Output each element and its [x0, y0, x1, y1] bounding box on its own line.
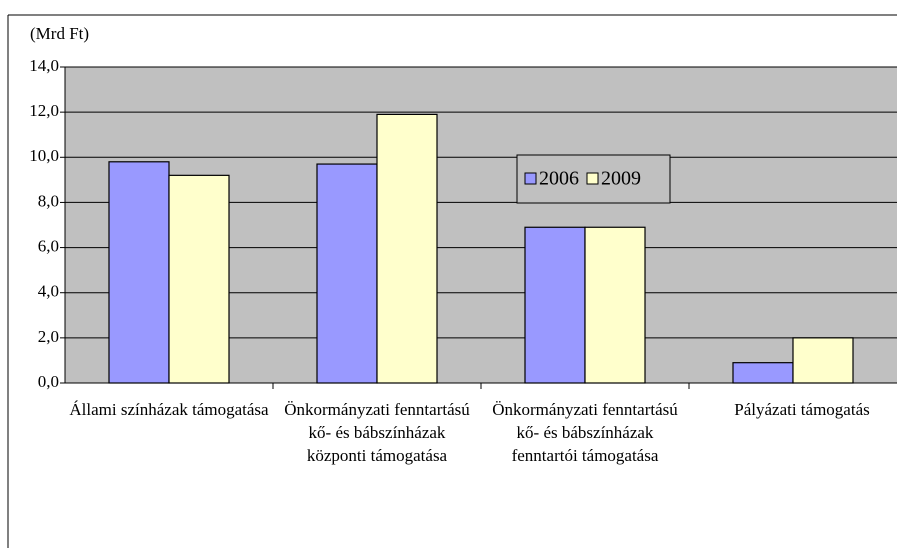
- x-tick-label: Önkormányzati fenntartású kő- és bábszín…: [284, 400, 470, 465]
- legend-label: 2006: [539, 168, 579, 190]
- x-tick-label: Pályázati támogatás: [734, 400, 870, 419]
- bar: [792, 337, 854, 384]
- legend-swatch: [586, 172, 599, 185]
- y-tick-label: 14,0: [29, 56, 59, 75]
- legend-label: 2009: [601, 168, 641, 190]
- y-tick-label: 8,0: [38, 191, 59, 210]
- y-tick-label: 2,0: [38, 327, 59, 346]
- y-tick-label: 12,0: [29, 101, 59, 120]
- bar: [584, 226, 646, 384]
- bar: [524, 226, 586, 384]
- y-tick-label: 6,0: [38, 236, 59, 255]
- y-tick-label: 10,0: [29, 146, 59, 165]
- y-axis-label: (Mrd Ft): [30, 24, 89, 43]
- y-tick-label: 0,0: [38, 372, 59, 391]
- legend-swatch: [524, 172, 537, 185]
- y-tick-label: 4,0: [38, 282, 59, 301]
- legend: 2006 2009: [516, 154, 671, 204]
- bar: [732, 362, 794, 384]
- x-tick-label: Önkormányzati fenntartású kő- és bábszín…: [492, 400, 678, 465]
- bar: [316, 163, 378, 384]
- x-tick-label: Állami színházak támogatása: [69, 400, 269, 419]
- bar: [168, 174, 230, 384]
- bar: [376, 113, 438, 384]
- bar: [108, 161, 170, 384]
